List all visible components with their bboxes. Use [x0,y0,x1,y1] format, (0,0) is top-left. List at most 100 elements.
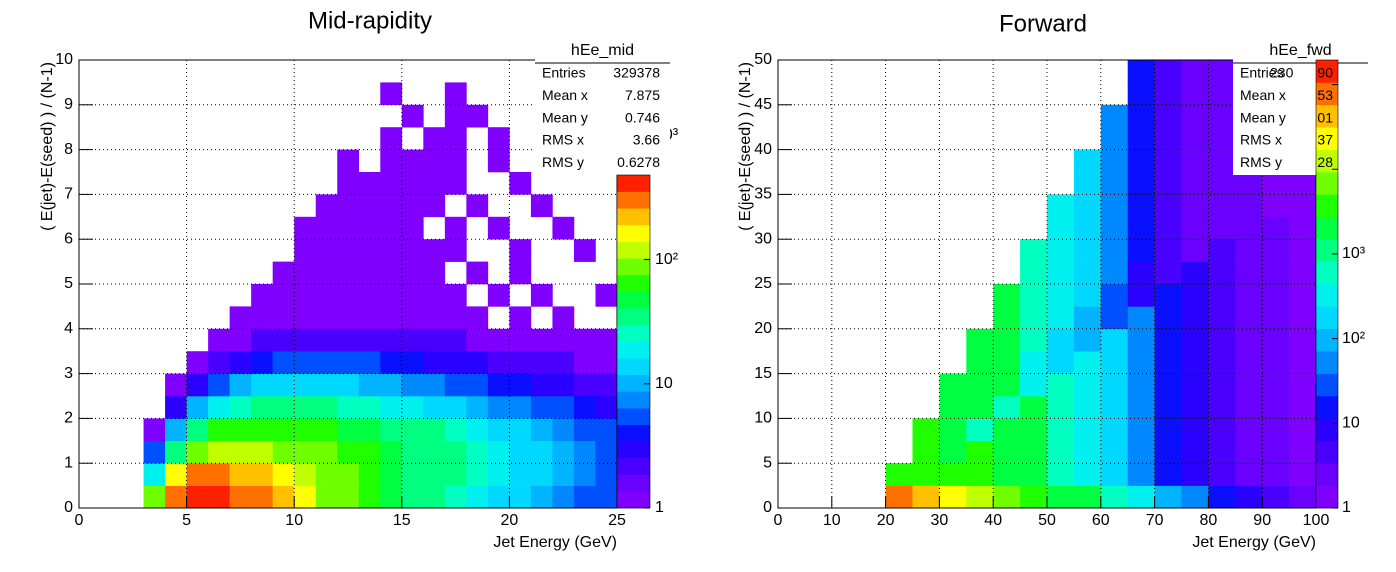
heatmap-cell [1208,172,1236,195]
heatmap-cell [1262,463,1290,486]
heatmap-cell [1020,239,1048,262]
heatmap-cell [143,463,166,486]
heatmap-cell [1101,82,1128,105]
heatmap-cell [466,261,489,285]
heatmap-cell [401,261,424,285]
heatmap-cell [1262,284,1290,307]
heatmap-cell [401,172,424,195]
y-tick-label: 4 [64,320,73,337]
heatmap-cell [859,441,886,464]
heatmap-cell [509,440,532,464]
heatmap-cell [1047,396,1075,419]
y-tick-label: 8 [64,141,73,158]
x-tick-label: 20 [877,512,895,529]
heatmap-cell [315,485,338,509]
heatmap-cell [101,463,123,486]
heatmap-cell [573,373,596,397]
heatmap-cell [509,127,531,150]
heatmap-cell [993,60,1020,83]
heatmap-cell [1262,216,1290,240]
heatmap-cell [487,418,510,442]
heatmap-cell [1047,216,1075,240]
heatmap-cell [165,217,187,240]
heatmap-cell [359,127,381,150]
heatmap-cell [273,150,295,173]
y-tick-label: 25 [754,275,772,292]
color-scale-band [617,374,650,392]
stats-value: 28 [1317,154,1333,170]
heatmap-cell [273,172,295,195]
heatmap-cell [530,418,553,442]
heatmap-cell [1047,150,1074,173]
heatmap-cell [993,351,1021,374]
heatmap-cell [778,82,805,105]
heatmap-cell [401,306,424,330]
heatmap-cell [165,262,187,285]
heatmap-cell [466,396,489,419]
heatmap-cell [444,373,467,397]
heatmap-cell [966,150,993,173]
heatmap-cell [251,284,273,307]
heatmap-cell [1020,284,1048,307]
heatmap-cell [380,194,403,218]
heatmap-cell [380,60,402,83]
heatmap-cell [1235,194,1263,218]
heatmap-cell [230,82,252,105]
heatmap-cell [859,82,886,105]
heatmap-cell [1073,194,1102,218]
heatmap-cell [1235,373,1263,397]
heatmap-cell [79,374,101,397]
heatmap-cell [380,172,403,195]
color-scale-band [617,241,650,259]
heatmap-cell [1047,82,1074,105]
heatmap-cell [805,329,832,352]
heatmap-cell [1154,306,1182,330]
heatmap-cell [1127,485,1155,509]
heatmap-cell [1020,82,1047,105]
heatmap-cell [315,284,338,307]
heatmap-cell [380,105,402,128]
heatmap-cell [1073,328,1102,352]
heatmap-cell [805,217,832,240]
heatmap-cell [1181,396,1209,419]
color-scale-label: 10 [1342,415,1360,432]
heatmap-cell [1235,463,1263,486]
heatmap-cell [1154,351,1182,374]
heatmap-cell [1235,418,1263,442]
heatmap-cell [1127,194,1155,218]
color-scale-label: 10² [1342,330,1366,347]
heatmap-cell [423,194,446,218]
heatmap-cell [380,485,403,509]
heatmap-cell [1154,284,1182,307]
y-tick-label: 6 [64,230,73,247]
heatmap-cell [778,374,805,397]
heatmap-cell [939,351,966,374]
heatmap-cell [316,172,338,195]
heatmap-cell [1181,216,1209,240]
stats-title: hEe_fwd [1269,42,1331,59]
heatmap-cell [1127,351,1155,374]
heatmap-cell [487,396,510,419]
heatmap-cell [488,60,510,83]
heatmap-cell [165,463,187,486]
stats-label: RMS y [542,154,584,170]
heatmap-cell [595,440,618,464]
heatmap-cell [1289,351,1317,374]
heatmap-cell [574,284,596,307]
y-tick-label: 15 [754,365,772,382]
heatmap-cell [886,306,913,329]
heatmap-cell [144,329,166,352]
heatmap-cell [778,486,805,509]
heatmap-cell [885,485,913,509]
heatmap-cell [552,485,575,509]
heatmap-cell [1289,373,1317,397]
heatmap-cell [1047,373,1075,397]
heatmap-cell [1181,418,1209,442]
heatmap-cell [1208,418,1236,442]
heatmap-cell [1208,239,1236,262]
heatmap-cell [1181,194,1209,218]
heatmap-cell [1289,284,1317,307]
heatmap-cell [1208,261,1236,285]
heatmap-cell [229,306,252,330]
heatmap-cell [832,486,859,509]
